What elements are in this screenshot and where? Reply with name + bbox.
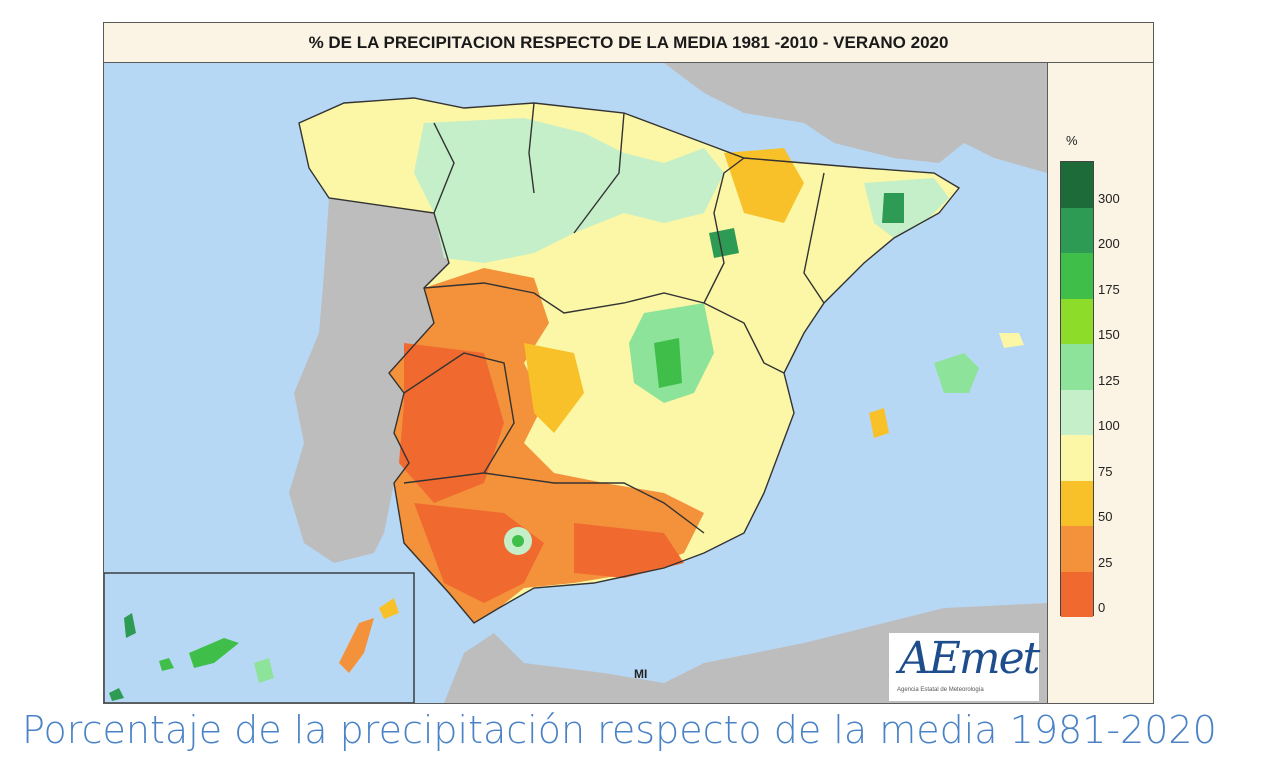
- legend-swatch: [1061, 435, 1093, 481]
- legend-label: 175: [1098, 281, 1120, 297]
- region-green-spot-2: [709, 228, 739, 258]
- legend-label: 200: [1098, 236, 1120, 251]
- precipitation-map-figure: % DE LA PRECIPITACION RESPECTO DE LA MED…: [103, 22, 1154, 704]
- legend-swatch: [1061, 298, 1093, 344]
- legend-label: 300: [1098, 190, 1120, 206]
- legend-swatch: [1061, 253, 1093, 299]
- region-green-circle-core: [512, 535, 524, 547]
- aemet-logo: AEmet Agencia Estatal de Meteorología: [889, 633, 1040, 701]
- aemet-logo-text: AEmet: [899, 633, 1040, 684]
- legend-label: 0: [1098, 600, 1106, 615]
- france-land: [664, 63, 1047, 173]
- legend-swatch: [1061, 526, 1093, 572]
- legend-swatch: [1061, 162, 1093, 208]
- legend-swatch: [1061, 480, 1093, 526]
- ibiza: [869, 408, 889, 438]
- region-extremadura-red: [399, 343, 504, 503]
- canary-islands: [109, 598, 399, 701]
- region-green-spot-3: [654, 338, 682, 388]
- legend-label: 75: [1098, 463, 1113, 479]
- legend-swatch: [1061, 389, 1093, 435]
- map-area: MI AEmet Agencia Estatal de Meteorología: [104, 63, 1048, 703]
- legend-label: 100: [1098, 418, 1120, 433]
- portugal-land: [289, 198, 449, 563]
- region-borders: [298, 97, 961, 624]
- legend-swatch: [1061, 207, 1093, 253]
- legend-label: 150: [1098, 327, 1120, 342]
- region-green-spot-1: [882, 193, 904, 223]
- menorca: [999, 333, 1024, 348]
- legend-label: 25: [1098, 554, 1113, 570]
- region-andalusia-red: [414, 503, 544, 603]
- melilla-label: MI: [634, 667, 647, 681]
- legend-swatch: [1061, 344, 1093, 390]
- mallorca: [934, 353, 979, 393]
- legend-swatch: [1061, 571, 1093, 617]
- color-legend: % 300 200 175 150 125 100 75 50 25 0: [1048, 63, 1153, 703]
- legend-label: 50: [1098, 509, 1113, 524]
- legend-unit: %: [1066, 133, 1078, 148]
- map-title: % DE LA PRECIPITACION RESPECTO DE LA MED…: [104, 23, 1153, 63]
- legend-label: 125: [1098, 372, 1120, 388]
- region-north-green: [414, 118, 724, 263]
- legend-color-bar: [1060, 161, 1094, 617]
- map-svg: MI: [104, 63, 1047, 703]
- aemet-logo-subtitle: Agencia Estatal de Meteorología: [897, 687, 984, 693]
- region-south-red: [574, 523, 684, 578]
- region-mancha-yellow: [524, 343, 584, 433]
- figure-caption: Porcentaje de la precipitación respecto …: [22, 708, 1217, 752]
- region-aragon-yellow: [724, 148, 804, 223]
